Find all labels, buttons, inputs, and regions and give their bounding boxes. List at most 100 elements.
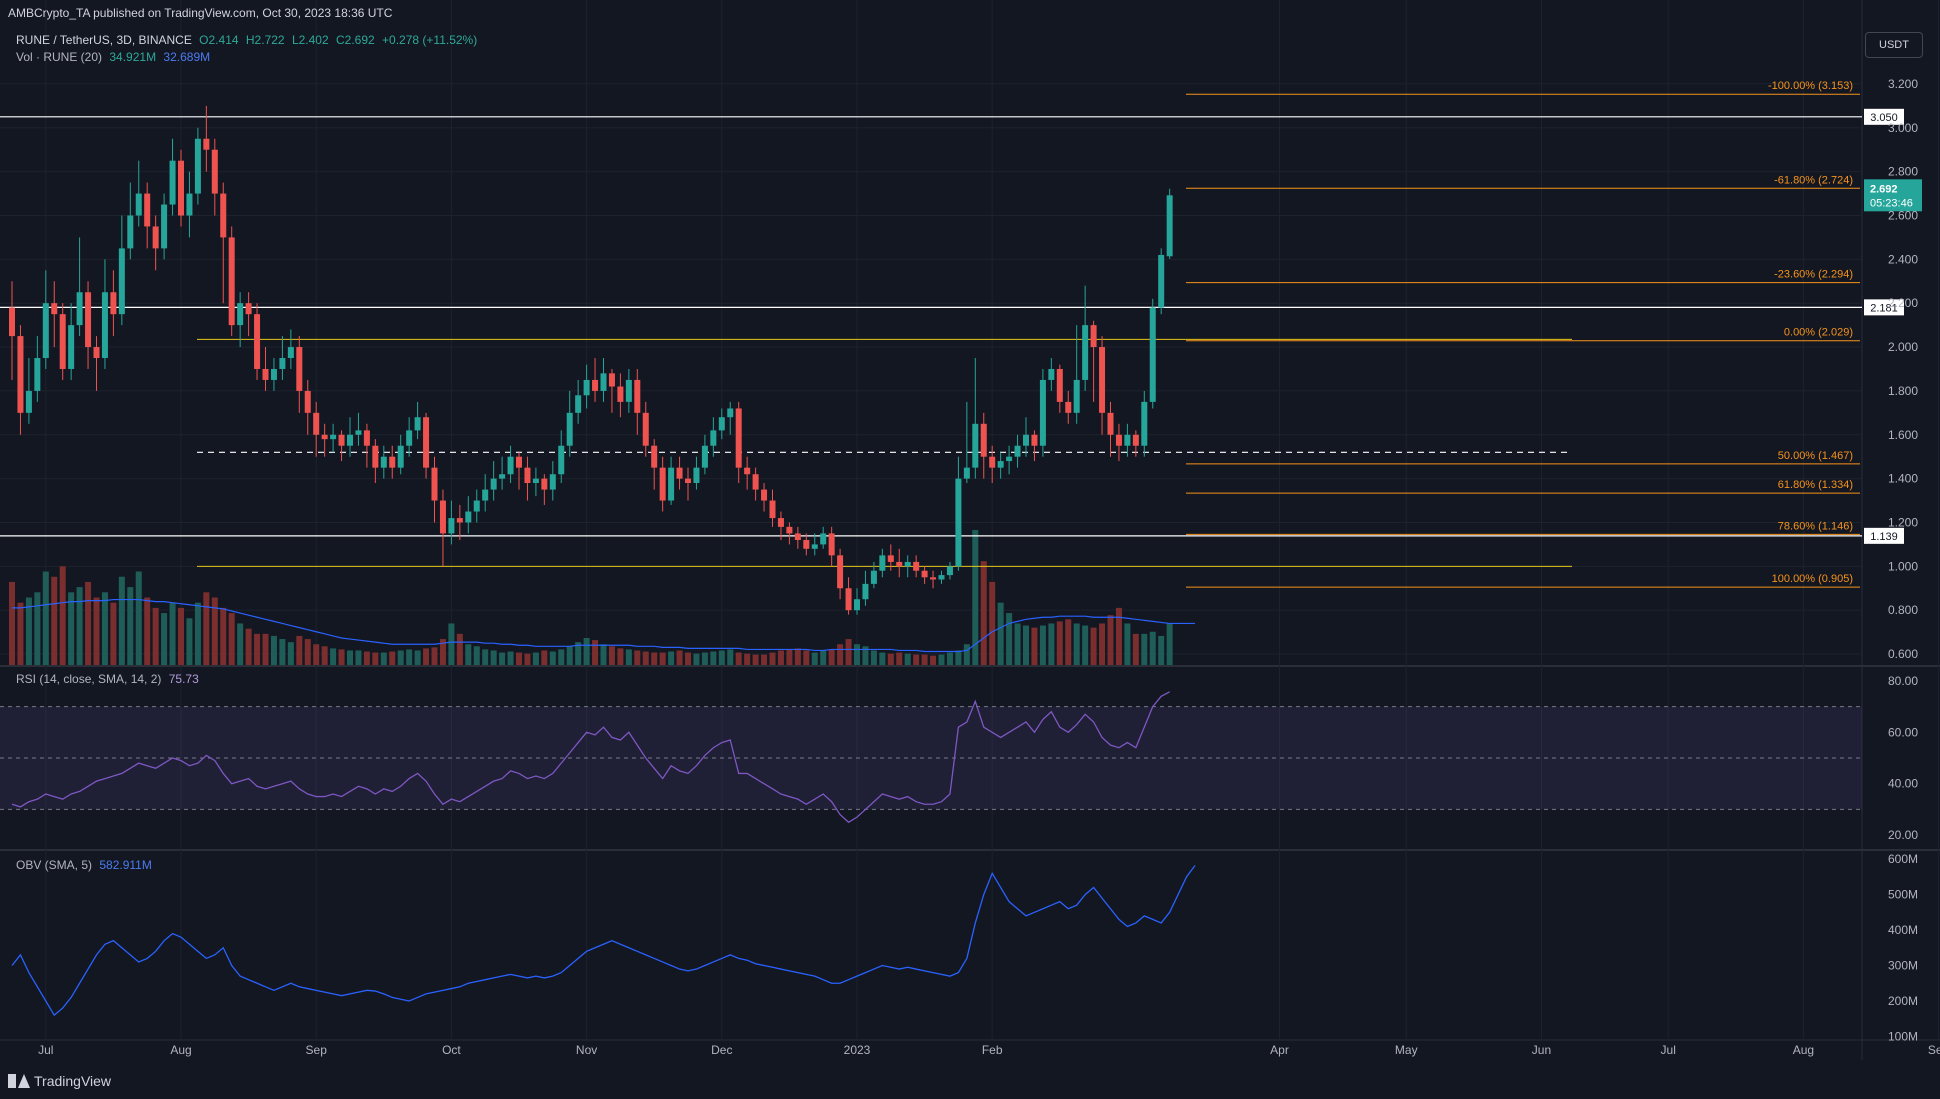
volume-bar <box>955 650 962 665</box>
candle-body <box>727 408 734 418</box>
candle-body <box>51 303 58 315</box>
rsi-legend[interactable]: RSI (14, close, SMA, 14, 2) 75.73 <box>16 672 203 686</box>
volume-bar <box>583 638 590 665</box>
obv-legend[interactable]: OBV (SMA, 5) 582.911M <box>16 858 156 872</box>
candle-body <box>744 467 751 475</box>
candle-body <box>769 500 776 519</box>
candle-body <box>321 434 328 440</box>
volume-bar <box>761 654 768 665</box>
volume-bar <box>845 639 852 665</box>
candle-body <box>820 533 827 545</box>
candle-body <box>9 307 15 337</box>
volume-bar <box>321 646 328 665</box>
candle-body <box>152 226 159 249</box>
currency-button[interactable]: USDT <box>1865 32 1923 58</box>
candle-body <box>110 292 117 315</box>
volume-bar <box>997 602 1004 665</box>
x-tick-label: Nov <box>576 1043 597 1057</box>
price-tick-label: 1.000 <box>1888 559 1918 573</box>
candle-body <box>963 467 970 479</box>
candle-body <box>363 430 370 446</box>
candle-body <box>786 526 793 534</box>
fib-level-label: -23.60% (2.294) <box>1774 269 1853 281</box>
volume-bar <box>592 640 599 665</box>
candle-body <box>1166 195 1173 257</box>
volume-legend[interactable]: Vol · RUNE (20) 34.921M 32.689M <box>16 50 214 64</box>
tradingview-logo-icon <box>8 1074 30 1088</box>
volume-bar <box>887 653 894 665</box>
candle-body <box>1082 325 1089 380</box>
volume-bar <box>262 633 269 665</box>
candle-body <box>135 193 142 216</box>
volume-bar <box>566 646 573 665</box>
candle-body <box>777 518 784 527</box>
candle-body <box>735 408 742 468</box>
volume-bar <box>110 602 117 665</box>
volume-bar <box>938 654 945 665</box>
volume-bar <box>51 576 58 665</box>
candle-body <box>262 368 269 380</box>
volume-bar <box>439 639 446 665</box>
candle-body <box>913 561 920 571</box>
candle-body <box>710 430 717 446</box>
volume-bar <box>1141 633 1148 665</box>
volume-bar <box>220 607 227 665</box>
candle-body <box>17 336 24 413</box>
level-tag <box>1864 108 1904 125</box>
x-tick-label: Aug <box>170 1043 191 1057</box>
volume-bar <box>76 587 83 665</box>
volume-bar <box>507 651 514 665</box>
candle-body <box>254 314 261 369</box>
volume-bar <box>101 592 108 665</box>
volume-bar <box>330 648 337 665</box>
volume-bar <box>1090 627 1097 665</box>
volume-bar <box>347 650 353 665</box>
candle-body <box>389 456 396 468</box>
volume-bar <box>769 652 776 665</box>
volume-bar <box>685 652 691 665</box>
volume-bar <box>904 653 911 665</box>
volume-bar <box>482 649 489 665</box>
volume-bar <box>600 644 607 665</box>
volume-bar <box>304 639 311 665</box>
volume-bar <box>1115 607 1122 665</box>
volume-bar <box>777 650 784 665</box>
price-tick-label: 2.600 <box>1888 208 1918 222</box>
volume-bar <box>431 647 438 665</box>
volume-bar <box>389 651 396 665</box>
x-tick-label: May <box>1395 1043 1418 1057</box>
symbol-legend[interactable]: RUNE / TetherUS, 3D, BINANCE O2.414 H2.7… <box>16 33 481 47</box>
volume-bar <box>1039 625 1046 665</box>
x-tick-label: Jun <box>1532 1043 1551 1057</box>
volume-bar <box>161 613 168 665</box>
candle-body <box>938 575 945 580</box>
candle-body <box>186 193 193 216</box>
fib-level-label: -100.00% (3.153) <box>1768 80 1853 92</box>
volume-bar <box>296 635 303 665</box>
volume-bar <box>254 633 261 665</box>
candle-body <box>397 445 404 468</box>
candle-body <box>194 138 201 194</box>
candle-body <box>1023 434 1029 446</box>
volume-bar <box>1149 631 1156 665</box>
volume-bar <box>668 651 675 665</box>
candle-body <box>178 160 184 216</box>
volume-bar <box>448 623 455 665</box>
tradingview-watermark[interactable]: TradingView <box>8 1073 111 1089</box>
candle-body <box>482 489 489 501</box>
volume-bar <box>456 633 463 665</box>
rsi-tick-label: 40.00 <box>1888 777 1918 791</box>
x-tick-label: Jul <box>1661 1043 1676 1057</box>
candle-body <box>144 193 151 227</box>
candle-body <box>854 599 860 611</box>
ohlc-close: C2.692 <box>335 33 375 47</box>
volume-bar <box>144 597 151 665</box>
candle-body <box>414 417 421 431</box>
candle-body <box>803 540 810 549</box>
candle-body <box>955 478 962 567</box>
volume-bar <box>862 646 869 665</box>
candle-body <box>575 395 582 413</box>
ohlc-open: O2.414 <box>199 33 239 47</box>
price-tick-label: 0.800 <box>1888 603 1918 617</box>
